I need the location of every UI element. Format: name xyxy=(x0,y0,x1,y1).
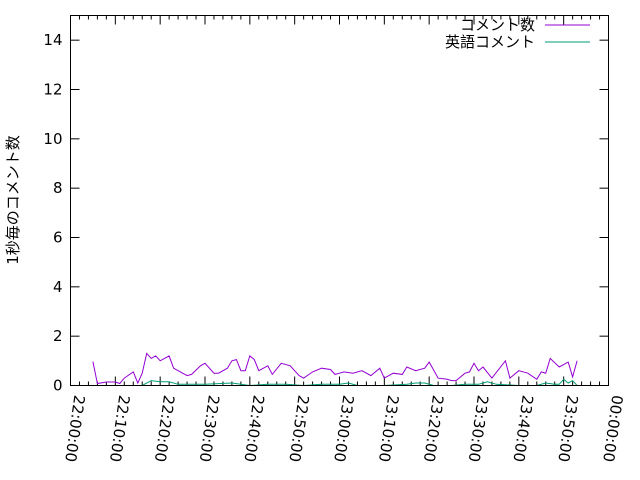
x-tick-label: 23:30:00 xyxy=(465,394,492,463)
series-line-1 xyxy=(115,378,578,387)
x-tick-labels: 22:00:00 22:10:00 22:20:00 22:30:00 22:40:00… xyxy=(61,394,626,463)
x-tick-label: 22:30:00 xyxy=(196,394,223,463)
x-tick-label: 22:10:00 xyxy=(106,394,133,463)
x-tick-label: 00:00:00 xyxy=(599,394,626,463)
x-tick-label: 23:10:00 xyxy=(375,394,402,463)
x-tick-label: 22:40:00 xyxy=(240,394,267,463)
y-axis-label: 1秒毎のコメント数 xyxy=(4,135,22,265)
y-tick-label: 4 xyxy=(53,278,63,296)
x-tick-label: 22:50:00 xyxy=(285,394,312,463)
x-tick-label: 23:50:00 xyxy=(554,394,581,463)
series-line-0 xyxy=(92,352,578,385)
y-tick-label: 0 xyxy=(53,377,63,395)
y-tick-label: 12 xyxy=(43,81,62,99)
legend-label: コメント数 xyxy=(460,16,535,34)
y-tick-label: 2 xyxy=(53,327,63,345)
x-tick-label: 22:00:00 xyxy=(61,394,88,463)
x-tick-label: 22:20:00 xyxy=(151,394,178,463)
x-tick-label: 23:20:00 xyxy=(420,394,447,463)
legend-label: 英語コメント xyxy=(445,33,535,51)
y-tick-labels: 0 2 4 6 8 10 12 14 xyxy=(43,31,62,394)
x-tick-label: 23:40:00 xyxy=(509,394,536,463)
axis-ticks xyxy=(70,15,609,386)
x-tick-label: 23:00:00 xyxy=(330,394,357,463)
plot-frame xyxy=(70,15,609,386)
y-tick-label: 8 xyxy=(53,179,63,197)
y-tick-label: 10 xyxy=(43,130,62,148)
series-lines xyxy=(92,352,578,387)
y-tick-label: 6 xyxy=(53,229,63,247)
y-tick-label: 14 xyxy=(43,31,62,49)
